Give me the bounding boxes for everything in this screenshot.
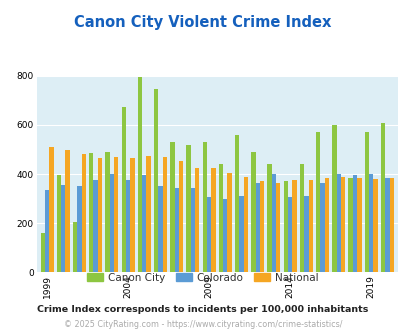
Bar xyxy=(308,180,312,272)
Bar xyxy=(40,233,45,272)
Bar xyxy=(130,158,134,272)
Bar xyxy=(299,164,303,272)
Bar xyxy=(315,132,320,272)
Bar xyxy=(388,178,393,272)
Bar xyxy=(373,179,377,272)
Bar xyxy=(324,178,328,272)
Bar xyxy=(45,190,49,272)
Bar xyxy=(126,180,130,272)
Bar xyxy=(105,152,109,272)
Bar xyxy=(142,175,146,272)
Bar xyxy=(251,152,255,272)
Bar xyxy=(218,164,223,272)
Bar xyxy=(162,157,166,272)
Bar xyxy=(89,153,93,272)
Bar xyxy=(174,187,179,272)
Bar xyxy=(239,196,243,272)
Bar xyxy=(352,175,356,272)
Bar xyxy=(211,168,215,272)
Bar xyxy=(114,157,118,272)
Bar xyxy=(356,178,360,272)
Bar xyxy=(364,132,368,272)
Bar xyxy=(271,174,275,272)
Bar xyxy=(292,180,296,272)
Bar xyxy=(57,175,61,272)
Bar xyxy=(347,178,352,272)
Bar xyxy=(227,173,231,272)
Bar xyxy=(49,147,53,272)
Bar xyxy=(98,158,102,272)
Text: © 2025 CityRating.com - https://www.cityrating.com/crime-statistics/: © 2025 CityRating.com - https://www.city… xyxy=(64,319,341,329)
Bar xyxy=(81,154,86,272)
Bar xyxy=(340,177,344,272)
Bar xyxy=(243,177,247,272)
Bar xyxy=(287,197,292,272)
Bar xyxy=(320,183,324,272)
Bar xyxy=(186,145,190,272)
Bar xyxy=(283,182,287,272)
Bar xyxy=(179,161,183,272)
Bar xyxy=(73,222,77,272)
Bar xyxy=(93,180,98,272)
Bar xyxy=(109,174,114,272)
Bar xyxy=(158,186,162,272)
Bar xyxy=(336,174,340,272)
Bar xyxy=(331,125,336,272)
Bar xyxy=(303,196,308,272)
Bar xyxy=(202,142,207,272)
Bar xyxy=(121,107,126,272)
Legend: Canon City, Colorado, National: Canon City, Colorado, National xyxy=(83,269,322,287)
Bar xyxy=(223,199,227,272)
Bar xyxy=(137,77,142,272)
Bar xyxy=(255,183,259,272)
Bar xyxy=(380,122,384,272)
Bar xyxy=(170,142,174,272)
Bar xyxy=(146,156,151,272)
Bar xyxy=(368,174,373,272)
Bar xyxy=(195,168,199,272)
Bar xyxy=(275,183,280,272)
Text: Canon City Violent Crime Index: Canon City Violent Crime Index xyxy=(74,15,331,30)
Bar xyxy=(267,164,271,272)
Bar xyxy=(77,186,81,272)
Text: Crime Index corresponds to incidents per 100,000 inhabitants: Crime Index corresponds to incidents per… xyxy=(37,305,368,314)
Bar xyxy=(61,185,65,272)
Bar xyxy=(384,178,388,272)
Bar xyxy=(65,149,70,272)
Bar xyxy=(190,187,195,272)
Bar xyxy=(207,197,211,272)
Bar xyxy=(234,135,239,272)
Bar xyxy=(259,182,264,272)
Bar xyxy=(153,89,158,272)
